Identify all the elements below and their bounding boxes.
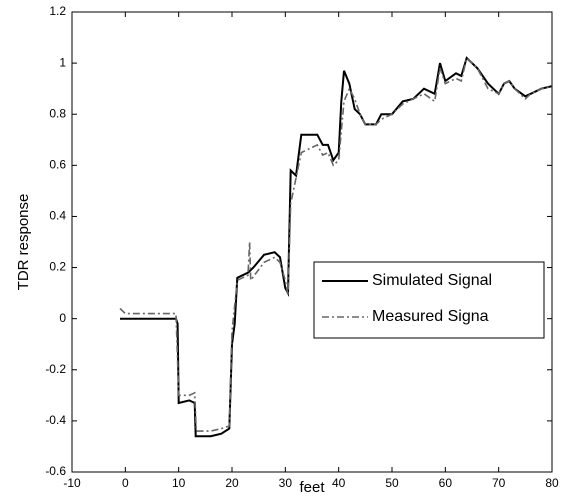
series-line	[119, 56, 553, 432]
y-tick-label: -0.2	[45, 362, 66, 376]
y-tick-label: 0	[59, 311, 66, 325]
y-tick-label: 0.4	[49, 209, 66, 223]
y-tick-label: 0.2	[49, 260, 66, 274]
legend-label: Measured Signa	[372, 308, 489, 325]
y-tick-label: 1.2	[49, 4, 66, 18]
y-tick-label: 0.6	[49, 158, 66, 172]
plot-frame	[71, 11, 553, 473]
x-tick-label: -10	[63, 476, 81, 490]
legend-label: Simulated Signal	[372, 272, 492, 289]
y-tick-label: 0.8	[49, 106, 66, 120]
x-tick-label: 40	[332, 476, 346, 490]
x-tick-label: 70	[492, 476, 506, 490]
x-tick-label: 10	[172, 476, 186, 490]
x-tick-label: 0	[122, 476, 129, 490]
x-tick-label: 60	[439, 476, 453, 490]
x-tick-label: 20	[225, 476, 239, 490]
x-axis-label: feet	[299, 479, 325, 496]
legend-box	[313, 261, 545, 339]
x-tick-label: 80	[545, 476, 559, 490]
y-tick-label: 1	[59, 55, 66, 69]
y-tick-label: -0.4	[45, 413, 66, 427]
y-tick-label: -0.6	[45, 464, 66, 478]
series-line	[120, 56, 553, 438]
y-axis-label: TDR response	[15, 194, 32, 291]
x-tick-label: 50	[385, 476, 399, 490]
x-tick-label: 30	[279, 476, 293, 490]
